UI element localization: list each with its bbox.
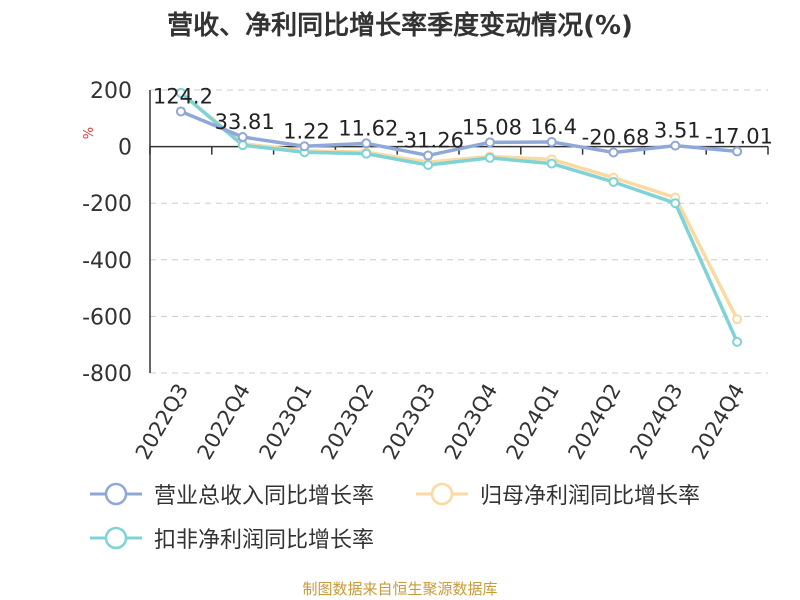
data-label: -20.68 [582, 125, 650, 149]
data-point [423, 159, 434, 170]
data-point [237, 140, 248, 151]
data-point [732, 336, 743, 347]
data-label: 11.62 [338, 116, 398, 140]
data-point [175, 87, 186, 98]
data-label: -17.01 [705, 124, 773, 148]
x-tick-labels: 2022Q3 2022Q4 2023Q1 2023Q2 2023Q3 2023Q4 2024… [131, 379, 750, 463]
y-tick-label: -600 [82, 305, 132, 330]
x-tick-label: 2024Q3 [625, 380, 687, 464]
data-point [237, 132, 248, 143]
chart-title: 营收、净利同比增长率季度变动情况(%) [167, 10, 633, 41]
data-label: 3.51 [654, 119, 701, 143]
y-tick-label: -400 [82, 249, 132, 274]
y-tick-label: 0 [118, 136, 132, 161]
data-point [670, 140, 681, 151]
data-point [299, 141, 310, 152]
legend-label: 归母净利润同比增长率 [480, 484, 701, 509]
data-label: -31.26 [396, 128, 464, 152]
data-point [546, 158, 557, 169]
data-point [175, 106, 186, 117]
legend-label: 营业总收入同比增长率 [154, 484, 375, 509]
data-point [361, 148, 372, 159]
x-tick-label: 2022Q3 [131, 380, 193, 464]
data-label: 124.2 [153, 84, 213, 108]
series-lines [179, 91, 739, 343]
y-axis-unit: % [82, 127, 97, 139]
data-point [484, 152, 495, 163]
grid-lines [150, 89, 768, 374]
data-point [546, 136, 557, 147]
y-tick-label: -200 [82, 192, 132, 217]
series-points [175, 87, 743, 347]
data-point [423, 150, 434, 161]
source-footer: 制图数据来自恒生聚源数据库 [302, 580, 498, 598]
legend-item-deducted-net-profit[interactable]: 扣非净利润同比增长率 [88, 522, 374, 554]
x-tick-label: 2024Q4 [687, 380, 749, 464]
y-tick-label: 200 [90, 79, 132, 104]
data-point [670, 198, 681, 209]
data-label: 33.81 [215, 110, 275, 134]
data-point [608, 176, 619, 187]
legend-line-icon [90, 526, 142, 550]
data-label: 15.08 [462, 115, 522, 139]
data-point [361, 138, 372, 149]
data-point [484, 137, 495, 148]
x-tick-label: 2023Q2 [316, 380, 378, 464]
legend-label: 扣非净利润同比增长率 [154, 528, 375, 553]
x-tick-label: 2024Q1 [502, 380, 564, 464]
y-tick-label: -800 [82, 362, 132, 387]
x-tick-label: 2024Q2 [563, 380, 625, 464]
data-label: 16.4 [530, 115, 577, 139]
y-tick-labels: 200 0 -200 -400 -600 -800 [82, 79, 132, 387]
x-tick-label: 2023Q1 [254, 380, 316, 464]
x-tick-label: 2022Q4 [193, 380, 255, 464]
data-point [732, 146, 743, 157]
legend-item-net-profit[interactable]: 归母净利润同比增长率 [414, 478, 700, 510]
series-line [180, 109, 738, 158]
legend-line-icon [416, 482, 468, 506]
data-label: 1.22 [283, 119, 330, 143]
x-tick-label: 2023Q3 [378, 379, 440, 463]
x-tick-label: 2023Q4 [440, 380, 502, 464]
legend-line-icon [90, 482, 142, 506]
legend-item-revenue[interactable]: 营业总收入同比增长率 [88, 478, 374, 510]
data-point [732, 314, 743, 325]
data-point [608, 147, 619, 158]
series-line [179, 91, 739, 343]
